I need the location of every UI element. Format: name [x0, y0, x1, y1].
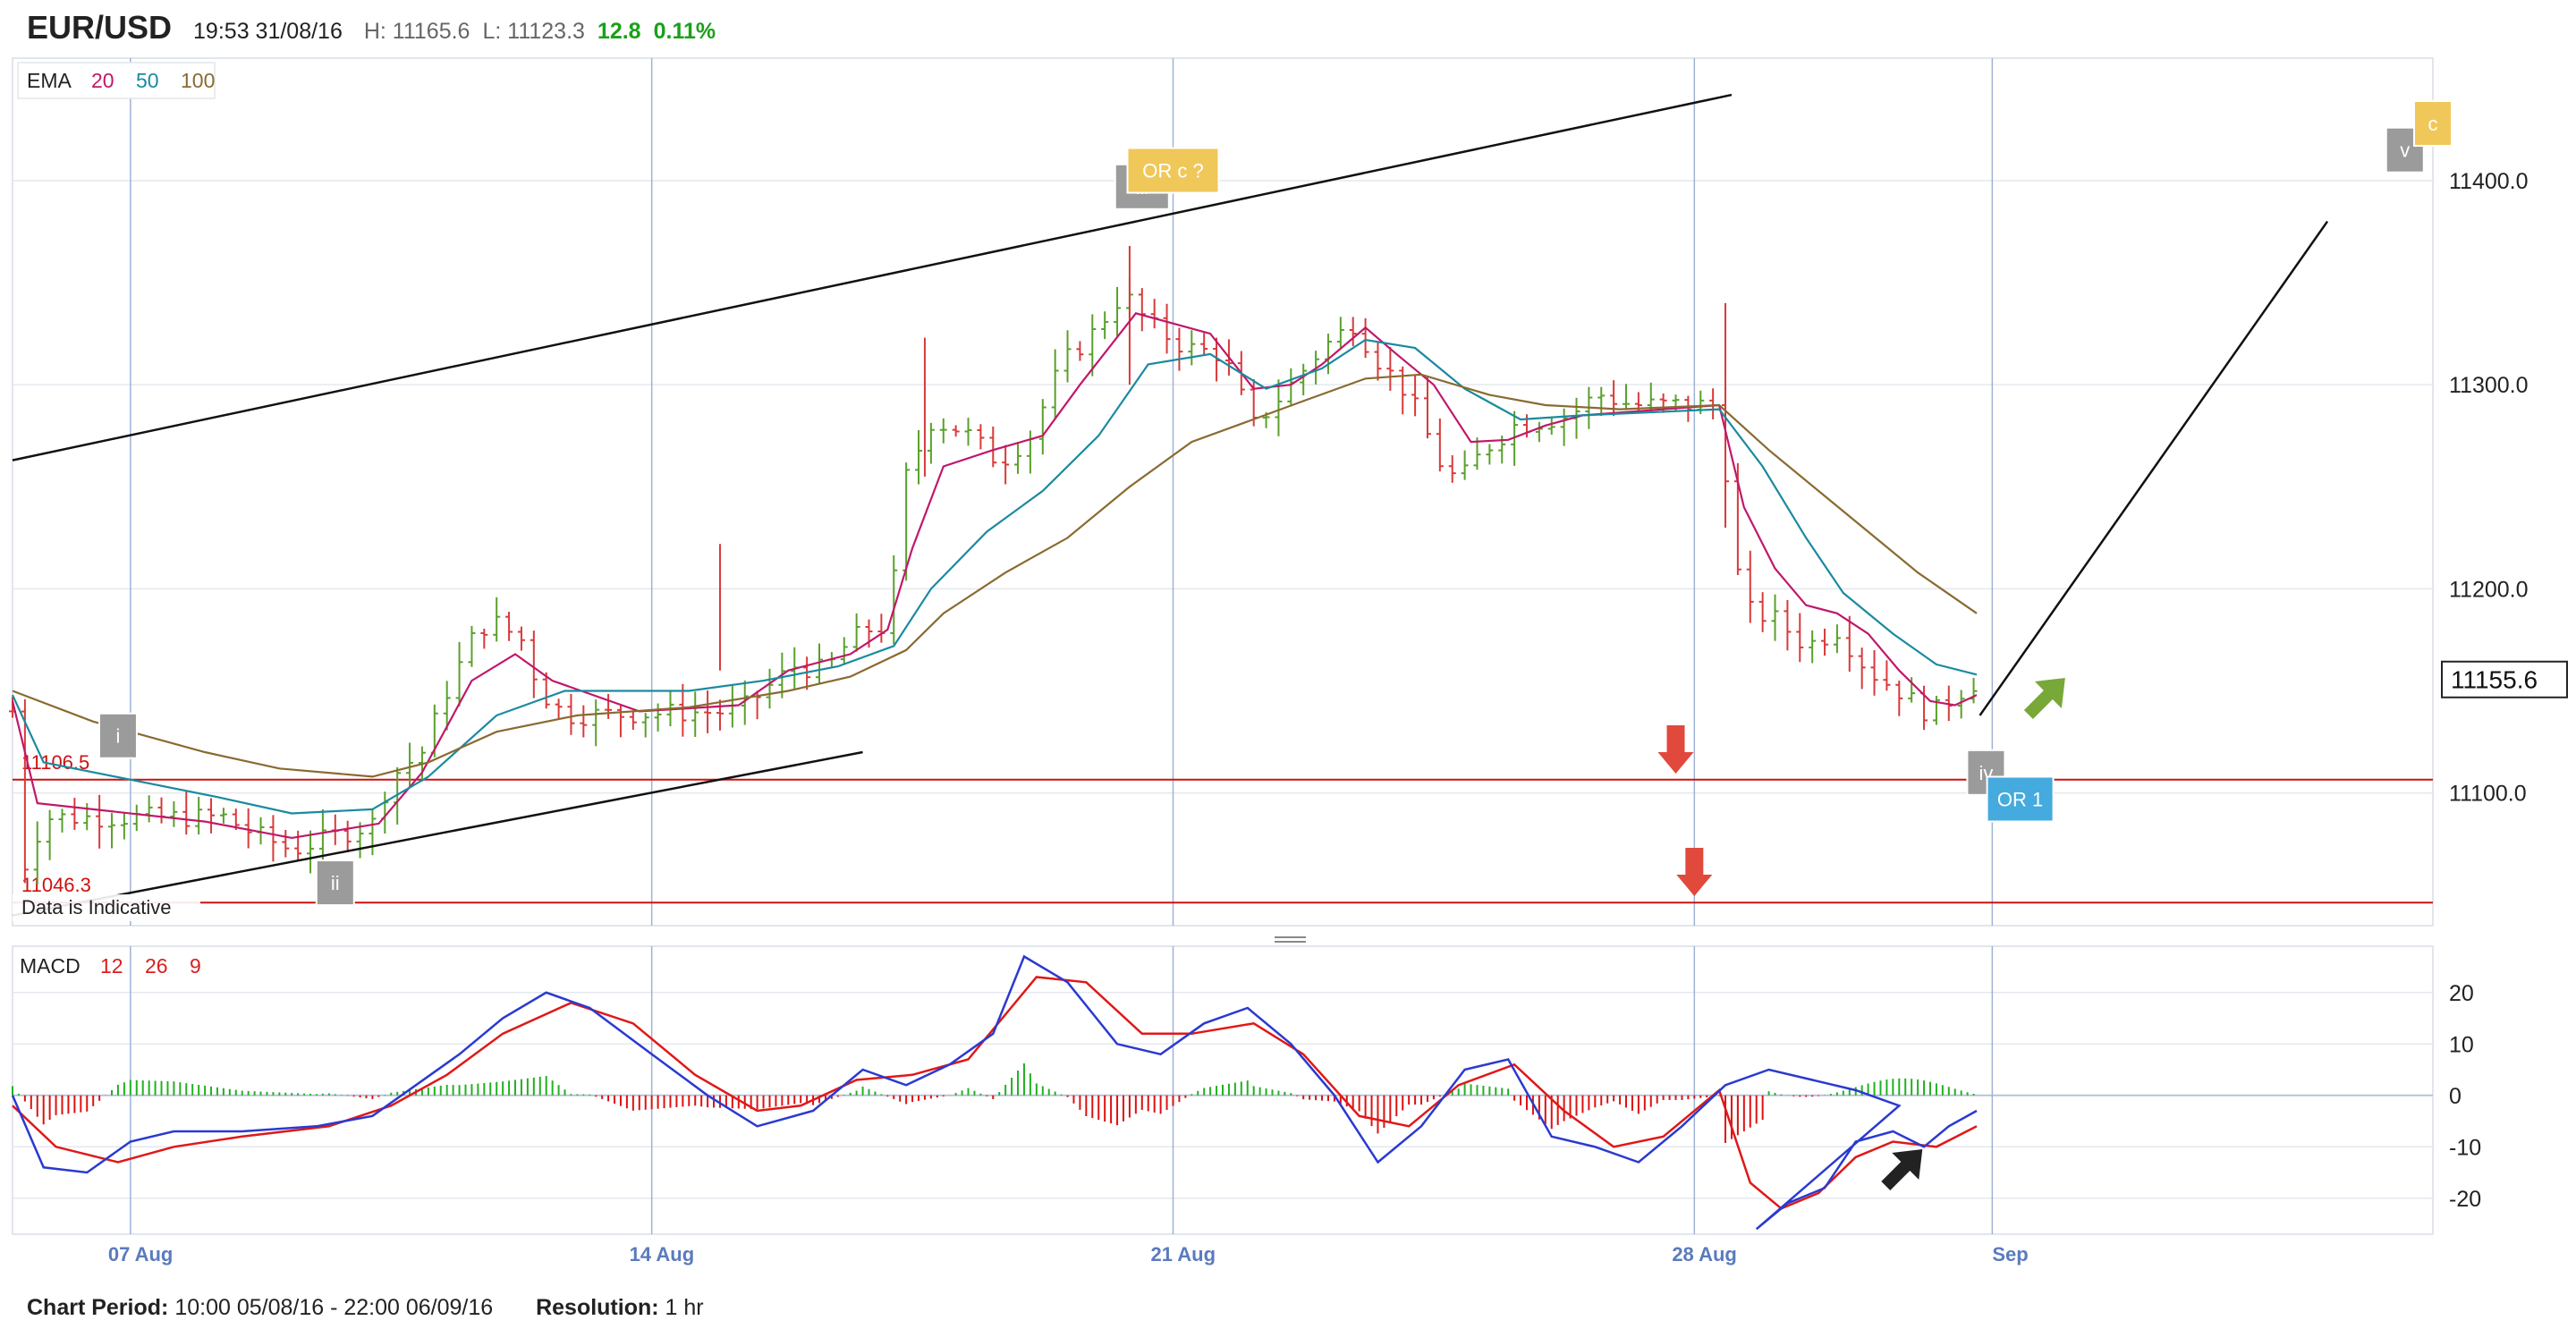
macd-tick-label: 10 — [2449, 1032, 2474, 1057]
chart-period-label: Chart Period: — [27, 1295, 169, 1320]
high-label: H: 11165.6 — [363, 19, 470, 44]
ema-100-line — [12, 373, 1978, 778]
macd-signal-line — [12, 976, 1978, 1210]
last-price-label: 11155.6 — [2451, 666, 2538, 694]
ema-legend-period: 20 — [91, 69, 114, 92]
wave-label-text: i — [116, 725, 121, 748]
trend-arrow-up-right — [2023, 677, 2065, 719]
wave-label-text: c — [2428, 113, 2438, 135]
macd-legend-period: 9 — [190, 954, 201, 978]
trendline[interactable] — [1979, 220, 2329, 716]
trend-arrow-down — [1676, 847, 1713, 896]
ema-legend-title: EMA — [27, 69, 72, 92]
resolution-label: Resolution: — [536, 1295, 659, 1320]
price-panel-frame — [12, 57, 2434, 927]
wave-label-text: OR c ? — [1142, 160, 1203, 182]
data-indicative-watermark: Data is Indicative — [21, 896, 172, 918]
trend-arrow-down — [1657, 725, 1694, 774]
macd-tick-label: 20 — [2449, 981, 2474, 1006]
time-tick-label: 07 Aug — [108, 1243, 174, 1266]
macd-legend-period: 26 — [145, 954, 168, 978]
watermark-bg — [13, 894, 200, 921]
macd-legend-title: MACD — [20, 954, 80, 978]
macd-trend-arrow — [1881, 1149, 1923, 1190]
change-pct-label: 0.11% — [653, 19, 716, 44]
time-tick-label: 14 Aug — [630, 1243, 695, 1266]
wave-label-box — [97, 712, 138, 759]
last-price-box — [2441, 660, 2568, 698]
horizontal-level-label: 11046.3 — [21, 874, 91, 896]
macd-tick-label: -20 — [2449, 1187, 2481, 1212]
resolution-value: 1 hr — [665, 1295, 704, 1320]
price-tick-label: 11200.0 — [2449, 577, 2529, 602]
price-tick-label: 11400.0 — [2449, 169, 2529, 194]
wave-label-box — [315, 859, 355, 907]
wave-label-text: v — [2400, 140, 2410, 162]
ema-legend-period: 50 — [136, 69, 159, 92]
wave-label-text: OR 1 — [1997, 788, 2043, 810]
trendline[interactable] — [12, 750, 863, 917]
change-label: 12.8 — [597, 19, 641, 44]
time-tick-label: 28 Aug — [1672, 1243, 1737, 1266]
low-label: L: 11123.3 — [482, 19, 585, 44]
ema-legend-period: 100 — [181, 69, 215, 92]
ema-legend-box — [17, 62, 216, 99]
time-tick-label: 21 Aug — [1150, 1243, 1216, 1266]
macd-tick-label: -10 — [2449, 1135, 2481, 1160]
chart-header: EUR/USD 19:53 31/08/16 H: 11165.6 L: 111… — [27, 9, 728, 54]
wave-label-box — [1986, 775, 2055, 823]
time-tick-label: Sep — [1992, 1243, 2028, 1266]
wave-label-box — [1126, 147, 1220, 194]
macd-line — [11, 954, 1978, 1231]
wave-label-text: ii — [331, 872, 340, 894]
ema-50-line — [12, 338, 1978, 815]
datetime-label: 19:53 31/08/16 — [193, 19, 343, 44]
price-tick-label: 11100.0 — [2449, 782, 2527, 807]
ema-20-line — [11, 312, 1978, 840]
trendline[interactable] — [12, 93, 1733, 461]
macd-tick-label: 0 — [2449, 1084, 2462, 1109]
chart-footer: Chart Period: 10:00 05/08/16 - 22:00 06/… — [27, 1295, 704, 1321]
chart-period-value: 10:00 05/08/16 - 22:00 06/09/16 — [174, 1295, 494, 1320]
price-tick-label: 11300.0 — [2449, 373, 2529, 398]
wave-label-box — [2413, 100, 2453, 148]
macd-legend-period: 12 — [100, 954, 123, 978]
symbol-title: EUR/USD — [27, 9, 173, 46]
